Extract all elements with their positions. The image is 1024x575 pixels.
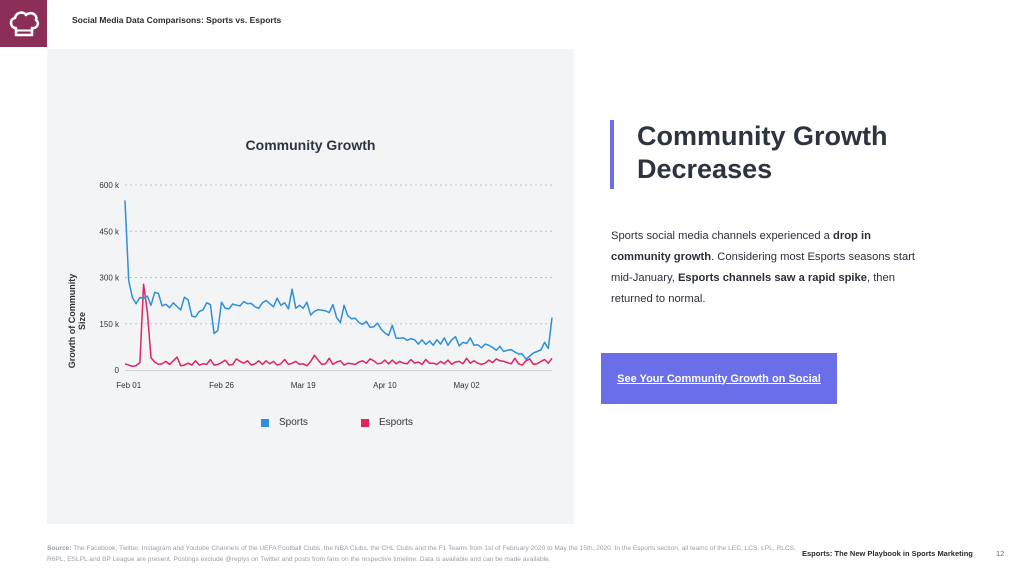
legend-item-esports: Esports <box>361 417 413 428</box>
legend-label-sports: Sports <box>279 417 308 428</box>
heading-line-2: Decreases <box>637 154 773 184</box>
body-paragraph: Sports social media channels experienced… <box>611 226 921 310</box>
y-tick-label: 600 k <box>99 181 120 190</box>
body-bold-2: Esports channels saw a rapid spike <box>677 272 867 284</box>
source-text: The Facebook, Twitter, Instagram and You… <box>47 545 796 563</box>
x-tick-label: May 02 <box>453 381 480 390</box>
body-text-1: Sports social media channels experienced… <box>611 230 834 242</box>
deck-title: Esports: The New Playbook in Sports Mark… <box>802 549 973 558</box>
legend-item-sports: Sports <box>261 417 308 428</box>
series-line-esports <box>124 283 553 368</box>
header-title: Social Media Data Comparisons: Sports vs… <box>72 15 282 25</box>
legend-label-esports: Esports <box>379 417 413 428</box>
source-label: Source: <box>47 545 72 552</box>
section-heading: Community Growth Decreases <box>637 120 937 186</box>
series-line-sports <box>124 200 553 360</box>
body-text-3: , then returned to normal. <box>611 272 895 305</box>
line-chart: 0 150 k 300 k 450 k 600 k Feb 01 Feb 26 Mar 19 A… <box>99 181 553 390</box>
logo <box>0 0 47 47</box>
body-bold-1: drop in community growth <box>611 230 871 263</box>
accent-bar <box>610 120 614 189</box>
heading-line-1: Community Growth <box>637 121 888 151</box>
chef-hat-icon <box>9 10 39 36</box>
cta-button[interactable]: See Your Community Growth on Social <box>601 353 837 404</box>
legend-swatch-esports <box>361 418 369 427</box>
y-tick-label: 0 <box>115 366 120 375</box>
y-tick-label: 150 k <box>99 320 120 329</box>
x-tick-label: Apr 10 <box>373 381 397 390</box>
chart-panel: Community Growth Growth of Community Siz… <box>47 49 574 524</box>
legend-swatch-sports <box>261 418 269 427</box>
x-tick-label: Mar 19 <box>291 381 316 390</box>
y-tick-label: 300 k <box>99 274 120 283</box>
chart-title: Community Growth <box>245 137 376 153</box>
x-tick-label: Feb 26 <box>209 381 234 390</box>
body-text-2: . Considering most Esports seasons start… <box>611 251 916 284</box>
y-tick-label: 450 k <box>99 227 120 236</box>
x-tick-label: Feb 01 <box>116 381 141 390</box>
source-footnote: Source: The Facebook, Twitter, Instagram… <box>47 543 802 565</box>
page-number: 12 <box>996 549 1005 558</box>
